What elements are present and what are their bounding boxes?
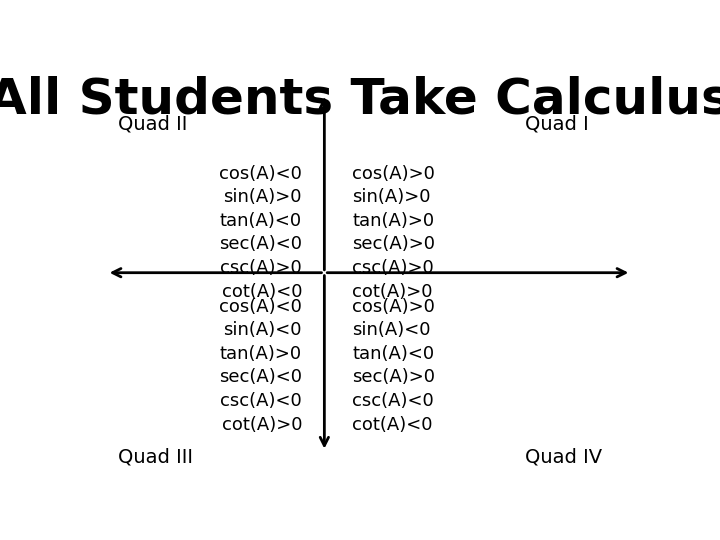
Text: cos(A)>0
sin(A)<0
tan(A)<0
sec(A)>0
csc(A)<0
cot(A)<0: cos(A)>0 sin(A)<0 tan(A)<0 sec(A)>0 csc(… — [352, 298, 436, 434]
Text: cos(A)>0
sin(A)>0
tan(A)>0
sec(A)>0
csc(A)>0
cot(A)>0: cos(A)>0 sin(A)>0 tan(A)>0 sec(A)>0 csc(… — [352, 165, 436, 301]
Text: cos(A)<0
sin(A)<0
tan(A)>0
sec(A)<0
csc(A)<0
cot(A)>0: cos(A)<0 sin(A)<0 tan(A)>0 sec(A)<0 csc(… — [219, 298, 302, 434]
Text: cos(A)<0
sin(A)>0
tan(A)<0
sec(A)<0
csc(A)>0
cot(A)<0: cos(A)<0 sin(A)>0 tan(A)<0 sec(A)<0 csc(… — [219, 165, 302, 301]
Text: Quad II: Quad II — [118, 114, 187, 134]
Text: All Students Take Calculus.: All Students Take Calculus. — [0, 75, 720, 123]
Text: Quad III: Quad III — [118, 447, 193, 467]
Text: Quad IV: Quad IV — [526, 447, 603, 467]
Text: Quad I: Quad I — [526, 114, 589, 134]
